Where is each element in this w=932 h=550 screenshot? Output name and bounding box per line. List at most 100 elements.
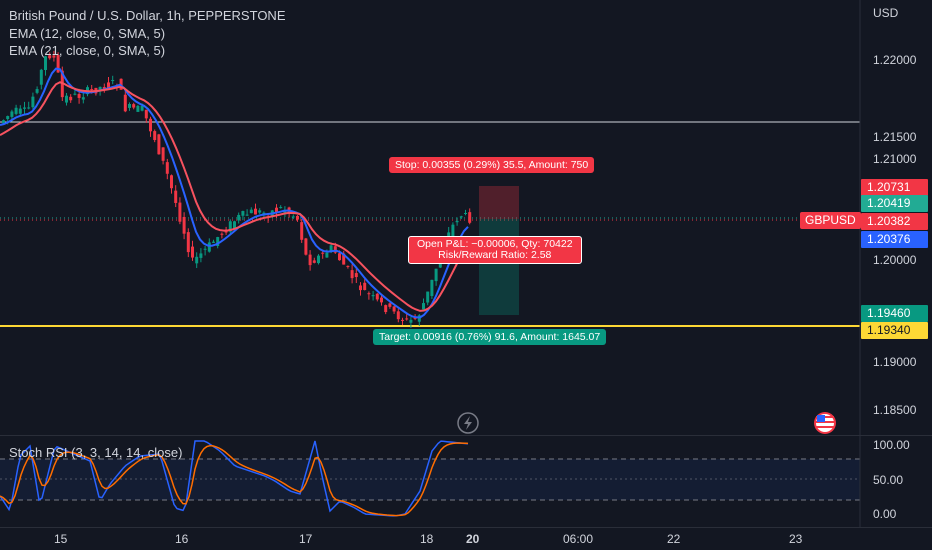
candle (31, 96, 35, 108)
currency-label: USD (873, 6, 899, 20)
candle (422, 303, 425, 310)
time-tick: 16 (175, 532, 189, 546)
candle (39, 69, 43, 85)
pnl-tag[interactable]: Open P&L: −0.00006, Qty: 70422 Risk/Rewa… (408, 236, 582, 264)
rsi-tick: 100.00 (873, 438, 910, 452)
stoch-rsi-legend[interactable]: Stoch RSI (3, 3, 14, 14, close) (9, 445, 183, 460)
time-tick: 17 (299, 532, 313, 546)
candle (123, 94, 127, 112)
candle (77, 94, 81, 98)
candle (2, 120, 5, 124)
rr-text: Risk/Reward Ratio: 2.58 (438, 249, 552, 261)
candle (212, 241, 215, 243)
candle (359, 285, 362, 291)
ema-12-line[interactable] (0, 67, 469, 319)
candle (434, 268, 438, 282)
candle (90, 89, 94, 91)
candle (233, 221, 236, 229)
stop-tag[interactable]: Stop: 0.00355 (0.29%) 35.5, Amount: 750 (389, 157, 595, 173)
price-chart[interactable]: 1.22000 1.21500 1.21000 1.20000 1.19000 … (0, 0, 932, 436)
candle (455, 220, 459, 223)
ema-21-line[interactable] (0, 81, 469, 312)
target-price-label: 1.19460 (861, 305, 928, 322)
candle (392, 306, 396, 312)
stoch-d-line[interactable] (0, 442, 469, 517)
candle (464, 213, 467, 215)
ema-12-legend[interactable]: EMA (12, close, 0, SMA, 5) (9, 26, 166, 41)
candle (296, 215, 299, 220)
candle (333, 246, 337, 253)
ema-21-legend[interactable]: EMA (21, close, 0, SMA, 5) (9, 43, 166, 58)
candle (426, 291, 430, 303)
time-tick: 23 (789, 532, 803, 546)
candle (401, 319, 404, 321)
candle (195, 256, 199, 264)
candle (417, 315, 421, 322)
candle (119, 78, 123, 90)
candle (258, 210, 262, 213)
candle (291, 216, 295, 218)
chart-title: British Pound / U.S. Dollar, 1h, PEPPERS… (9, 8, 286, 23)
candle (10, 111, 14, 117)
candle (363, 282, 367, 291)
candle (44, 56, 47, 71)
candle (468, 212, 472, 223)
candle (149, 118, 152, 132)
candle (241, 211, 245, 216)
flash-icon[interactable] (457, 412, 479, 434)
candle (73, 93, 77, 95)
rsi-tick: 0.00 (873, 507, 897, 521)
candle (111, 80, 115, 82)
candle (228, 221, 232, 232)
candle (203, 248, 207, 250)
candle (375, 293, 379, 300)
stoch-rsi-pane[interactable]: 100.00 50.00 0.00 (0, 436, 932, 527)
candle (48, 55, 52, 59)
ema-21-price-label: 1.20376 (861, 231, 928, 248)
price-tick: 1.22000 (873, 53, 917, 67)
target-tag[interactable]: Target: 0.00916 (0.76%) 91.6, Amount: 16… (373, 329, 607, 345)
price-tick: 1.21500 (873, 130, 917, 144)
ema-price-label: 1.20419 (861, 195, 928, 212)
support-price-label: 1.19340 (861, 322, 928, 339)
candle (128, 104, 131, 108)
candle (312, 260, 316, 263)
candle (136, 105, 140, 112)
time-tick: 20 (466, 532, 480, 546)
candle (107, 82, 110, 88)
candle (367, 293, 371, 295)
candle (174, 190, 178, 203)
candle (132, 104, 136, 108)
price-tick: 1.21000 (873, 152, 917, 166)
candle (342, 253, 346, 265)
candle (81, 97, 85, 100)
candle (27, 107, 31, 109)
candle (199, 253, 203, 258)
stop-zone[interactable] (479, 186, 519, 219)
candle (65, 95, 68, 103)
candle (275, 207, 278, 213)
candle (384, 305, 388, 313)
time-tick: 22 (667, 532, 681, 546)
last-price-label: 1.20382 (861, 213, 928, 230)
candle (245, 214, 249, 216)
candle (14, 107, 18, 114)
price-tick: 1.19000 (873, 355, 917, 369)
time-tick: 18 (420, 532, 434, 546)
target-zone[interactable] (479, 219, 519, 315)
candle (329, 245, 333, 252)
candle (170, 175, 173, 189)
candle (396, 311, 400, 320)
candle (18, 108, 22, 114)
price-tick: 1.18500 (873, 403, 917, 417)
candle (165, 162, 169, 174)
candle (191, 246, 194, 258)
candle (56, 54, 60, 73)
symbol-tag: GBPUSD (800, 212, 861, 229)
candle (308, 254, 312, 266)
us-flag-icon[interactable] (814, 412, 836, 434)
time-axis[interactable]: 15 16 17 18 20 06:00 22 23 (0, 527, 932, 550)
candle (157, 134, 161, 155)
candle (35, 89, 39, 93)
candle (388, 303, 392, 307)
